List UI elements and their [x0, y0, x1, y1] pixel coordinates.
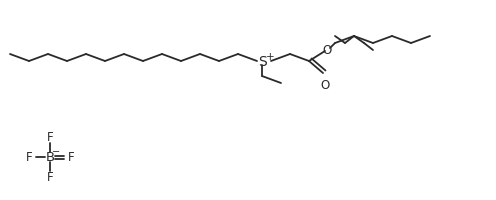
- Text: F: F: [47, 131, 53, 144]
- Text: −: −: [52, 146, 60, 156]
- Text: F: F: [26, 151, 32, 164]
- Text: +: +: [266, 52, 275, 62]
- Text: O: O: [320, 79, 330, 92]
- Text: O: O: [322, 44, 332, 57]
- Text: F: F: [67, 151, 74, 164]
- Text: B: B: [46, 151, 55, 164]
- Text: S: S: [258, 55, 267, 69]
- Text: F: F: [47, 171, 53, 184]
